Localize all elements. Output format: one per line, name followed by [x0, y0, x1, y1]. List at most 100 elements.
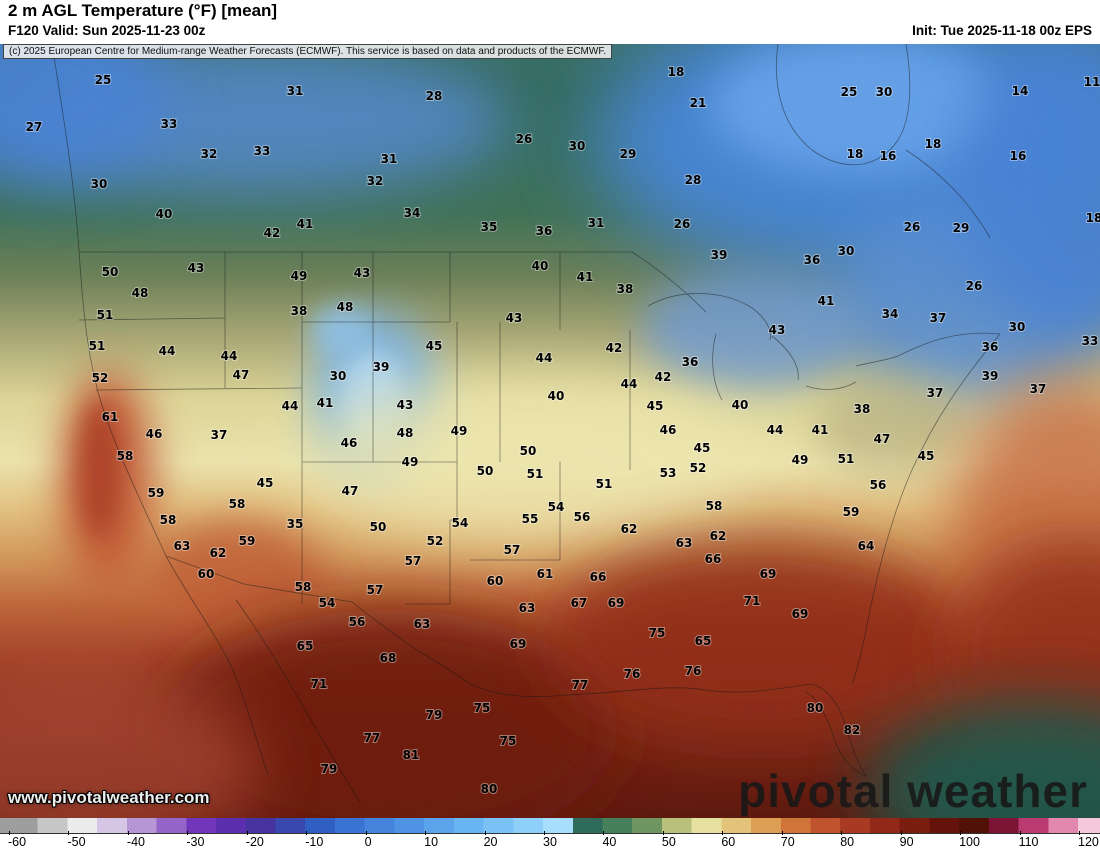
temp-value-label: 52	[690, 461, 707, 475]
temp-value-label: 38	[854, 402, 871, 416]
temp-value-label: 79	[426, 708, 443, 722]
temp-value-label: 61	[102, 410, 119, 424]
temp-value-label: 51	[596, 477, 613, 491]
temp-value-label: 47	[874, 432, 891, 446]
temp-value-label: 58	[706, 499, 723, 513]
colorbar-tick-labels: -60 -50 -40 -30 -20 -10 0 10 20 30 40 50 60 70 80 90 100…	[0, 831, 1100, 850]
temp-value-label: 18	[847, 147, 864, 161]
temp-value-label: 52	[427, 534, 444, 548]
colorbar-tick: 0	[364, 831, 372, 849]
temp-value-label: 30	[569, 139, 586, 153]
temp-value-label: 31	[588, 216, 605, 230]
temp-value-label: 58	[295, 580, 312, 594]
temperature-colorbar: -60 -50 -40 -30 -20 -10 0 10 20 30 40 50 60 70 80 90 100…	[0, 818, 1100, 850]
temp-value-label: 36	[536, 224, 553, 238]
temp-value-label: 37	[1030, 382, 1047, 396]
temp-value-label: 53	[660, 466, 677, 480]
temp-value-label: 43	[506, 311, 523, 325]
temperature-map[interactable]: 25 31 28 18 21 25 30 14 11 27 33 32 33 31 26 30 29 18 16 18…	[0, 44, 1100, 818]
temp-value-label: 37	[930, 311, 947, 325]
colorbar-tick: 60	[721, 831, 736, 849]
map-header: 2 m AGL Temperature (°F) [mean] F120 Val…	[0, 0, 1100, 44]
temp-value-label: 30	[876, 85, 893, 99]
temp-value-label: 75	[500, 734, 517, 748]
temp-value-label: 69	[792, 607, 809, 621]
temp-value-label: 43	[188, 261, 205, 275]
temp-value-label: 40	[548, 389, 565, 403]
ecmwf-notice: (c) 2025 European Centre for Medium-rang…	[3, 44, 613, 59]
temp-value-label: 66	[590, 570, 607, 584]
colorbar-tick: 90	[899, 831, 914, 849]
temp-value-label: 37	[211, 428, 228, 442]
temp-value-label: 77	[364, 731, 381, 745]
temp-value-label: 68	[380, 651, 397, 665]
temp-value-label: 40	[732, 398, 749, 412]
temp-value-label: 71	[744, 594, 761, 608]
temp-value-label: 71	[311, 677, 328, 691]
temperature-labels: 25 31 28 18 21 25 30 14 11 27 33 32 33 31 26 30 29 18 16 18…	[25, 64, 1100, 797]
temp-value-label: 29	[953, 221, 970, 235]
temp-value-label: 62	[210, 546, 227, 560]
temp-value-label: 25	[95, 73, 112, 87]
temp-value-label: 63	[519, 601, 536, 615]
temp-value-label: 50	[370, 520, 387, 534]
temp-value-label: 46	[341, 436, 358, 450]
temp-value-label: 49	[451, 424, 468, 438]
temp-value-label: 16	[1010, 149, 1027, 163]
temp-value-label: 51	[838, 452, 855, 466]
temp-value-label: 57	[504, 543, 521, 557]
temp-value-label: 41	[317, 396, 334, 410]
temp-value-label: 62	[621, 522, 638, 536]
header-subrow: F120 Valid: Sun 2025-11-23 00z Init: Tue…	[0, 23, 1100, 43]
colorbar-tick: -60	[8, 831, 27, 849]
init-time: Init: Tue 2025-11-18 00z EPS	[912, 23, 1092, 38]
temp-value-label: 61	[537, 567, 554, 581]
temp-value-label: 32	[201, 147, 218, 161]
colorbar-tick: 20	[483, 831, 498, 849]
temp-value-label: 29	[620, 147, 637, 161]
colorbar-tick: -30	[186, 831, 205, 849]
temp-value-label: 44	[221, 349, 238, 363]
colorbar-tick: 40	[602, 831, 617, 849]
temp-value-label: 76	[685, 664, 702, 678]
temp-value-label: 36	[682, 355, 699, 369]
temp-value-label: 46	[660, 423, 677, 437]
temp-value-label: 65	[297, 639, 314, 653]
temp-value-label: 51	[89, 339, 106, 353]
temp-value-label: 69	[608, 596, 625, 610]
temp-value-label: 44	[621, 377, 638, 391]
colorbar-tick: -50	[67, 831, 86, 849]
temp-value-label: 42	[655, 370, 672, 384]
temp-value-label: 41	[297, 217, 314, 231]
temp-value-label: 52	[92, 371, 109, 385]
temp-value-label: 26	[516, 132, 533, 146]
temp-value-label: 40	[156, 207, 173, 221]
temp-value-label: 33	[1082, 334, 1099, 348]
page-title: 2 m AGL Temperature (°F) [mean]	[8, 1, 278, 20]
temp-value-label: 76	[624, 667, 641, 681]
temp-value-label: 21	[690, 96, 707, 110]
temp-value-label: 30	[330, 369, 347, 383]
temp-value-label: 11	[1084, 75, 1100, 89]
temp-value-label: 50	[520, 444, 537, 458]
temp-value-label: 75	[649, 626, 666, 640]
temp-value-label: 48	[337, 300, 354, 314]
temp-value-label: 43	[769, 323, 786, 337]
temp-value-label: 18	[668, 65, 685, 79]
temp-value-label: 36	[982, 340, 999, 354]
temp-value-label: 42	[264, 226, 281, 240]
colorbar-tick: -10	[305, 831, 324, 849]
colorbar-tick: 80	[840, 831, 855, 849]
temp-value-label: 35	[287, 517, 304, 531]
temp-value-label: 33	[161, 117, 178, 131]
map-canvas: 25 31 28 18 21 25 30 14 11 27 33 32 33 31 26 30 29 18 16 18…	[0, 44, 1100, 818]
temp-value-label: 69	[760, 567, 777, 581]
colorbar-gradient	[0, 818, 1100, 834]
temp-value-label: 41	[818, 294, 835, 308]
temp-value-label: 60	[487, 574, 504, 588]
temp-value-label: 51	[97, 308, 114, 322]
temp-value-label: 32	[367, 174, 384, 188]
colorbar-tick: 50	[661, 831, 676, 849]
temp-value-label: 39	[711, 248, 728, 262]
